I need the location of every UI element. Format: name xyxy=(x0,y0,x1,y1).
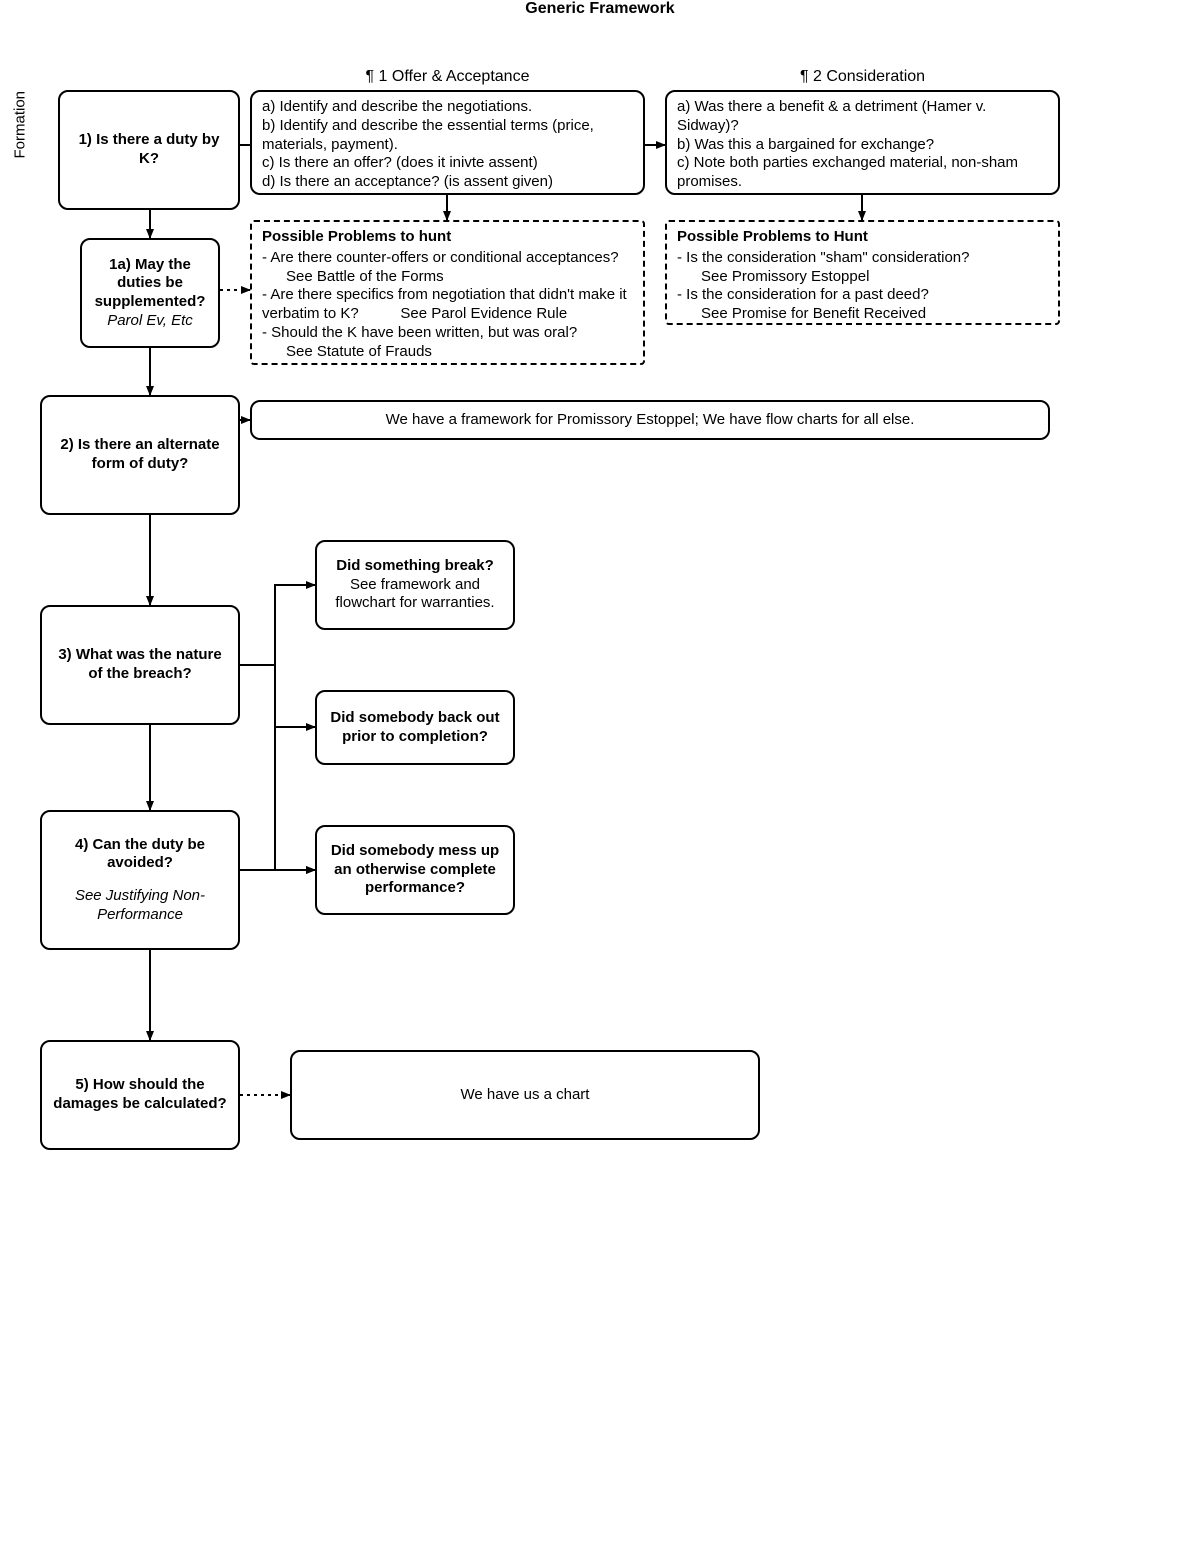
cons-line-a: a) Was there a benefit & a detriment (Ha… xyxy=(677,98,1048,136)
chart-text: We have us a chart xyxy=(461,1086,590,1105)
node-q1a-supplemented: 1a) May the duties be supplemented? Paro… xyxy=(80,238,220,348)
problems1-title: Possible Problems to hunt xyxy=(262,228,633,247)
node-problems-consideration: Possible Problems to Hunt - Is the consi… xyxy=(665,220,1060,325)
p1-item2-sub: See Statute of Frauds xyxy=(286,343,633,362)
p1-item2: - Should the K have been written, but wa… xyxy=(262,324,633,343)
node-damages-chart: We have us a chart xyxy=(290,1050,760,1140)
break-title: Did something break? xyxy=(336,557,494,576)
p1-item0: - Are there counter-offers or conditiona… xyxy=(262,249,633,268)
node-q1-duty-by-k: 1) Is there a duty by K? xyxy=(58,90,240,210)
q4-subtitle: See Justifying Non-Performance xyxy=(52,887,228,925)
node-problems-offer: Possible Problems to hunt - Are there co… xyxy=(250,220,645,365)
problems2-title: Possible Problems to Hunt xyxy=(677,228,1048,247)
node-q2-alternate-duty: 2) Is there an alternate form of duty? xyxy=(40,395,240,515)
node-q4-avoid-duty: 4) Can the duty be avoided? See Justifyi… xyxy=(40,810,240,950)
formation-label: Formation xyxy=(12,139,29,159)
node-q5-damages: 5) How should the damages be calculated? xyxy=(40,1040,240,1150)
oa-line-c: c) Is there an offer? (does it inivte as… xyxy=(262,154,633,173)
q5-title: 5) How should the damages be calculated? xyxy=(52,1076,228,1114)
p2-item0-sub: See Promissory Estoppel xyxy=(701,268,1048,287)
page-title: Generic Framework xyxy=(0,0,1200,18)
heading-consideration: ¶ 2 Consideration xyxy=(665,68,1060,86)
messup-title: Did somebody mess up an otherwise comple… xyxy=(327,842,503,898)
q2-title: 2) Is there an alternate form of duty? xyxy=(52,436,228,474)
node-estoppel-note: We have a framework for Promissory Estop… xyxy=(250,400,1050,440)
estoppel-text: We have a framework for Promissory Estop… xyxy=(386,411,915,430)
heading-offer-acceptance: ¶ 1 Offer & Acceptance xyxy=(250,68,645,86)
p1-item0-sub: See Battle of the Forms xyxy=(286,268,633,287)
cons-line-c: c) Note both parties exchanged material,… xyxy=(677,154,1048,192)
node-q3-nature-breach: 3) What was the nature of the breach? xyxy=(40,605,240,725)
p2-item1-sub: See Promise for Benefit Received xyxy=(701,305,1048,324)
q3-title: 3) What was the nature of the breach? xyxy=(52,646,228,684)
node-something-break: Did something break? See framework and f… xyxy=(315,540,515,630)
oa-line-b: b) Identify and describe the essential t… xyxy=(262,117,633,155)
break-subtitle: See framework and flowchart for warranti… xyxy=(327,576,503,614)
oa-line-d: d) Is there an acceptance? (is assent gi… xyxy=(262,173,633,192)
node-back-out: Did somebody back out prior to completio… xyxy=(315,690,515,765)
p1-item1: - Are there specifics from negotiation t… xyxy=(262,286,633,324)
node-q1-title: 1) Is there a duty by K? xyxy=(70,131,228,169)
p2-item0: - Is the consideration "sham" considerat… xyxy=(677,249,1048,268)
node-consideration: a) Was there a benefit & a detriment (Ha… xyxy=(665,90,1060,195)
cons-line-b: b) Was this a bargained for exchange? xyxy=(677,136,1048,155)
q4-title: 4) Can the duty be avoided? xyxy=(52,836,228,874)
q1a-title: 1a) May the duties be supplemented? xyxy=(92,256,208,312)
flowchart-canvas: Generic Framework Formation ¶ 1 Offer & … xyxy=(0,0,1200,1553)
p1-item1-sub: See Parol Evidence Rule xyxy=(400,305,567,322)
node-mess-up: Did somebody mess up an otherwise comple… xyxy=(315,825,515,915)
backout-title: Did somebody back out prior to completio… xyxy=(327,709,503,747)
q1a-subtitle: Parol Ev, Etc xyxy=(107,312,193,331)
p2-item1: - Is the consideration for a past deed? xyxy=(677,286,1048,305)
oa-line-a: a) Identify and describe the negotiation… xyxy=(262,98,633,117)
node-offer-acceptance: a) Identify and describe the negotiation… xyxy=(250,90,645,195)
